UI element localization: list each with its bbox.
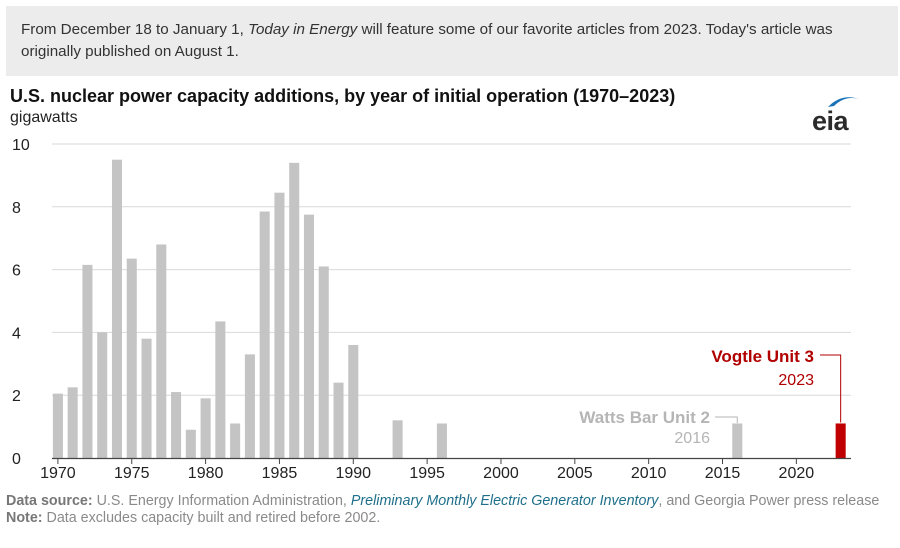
bar [82,264,93,458]
banner-italic-title: Today in Energy [248,21,358,38]
data-source-line: Data source: U.S. Energy Information Adm… [6,493,896,510]
bar [230,423,241,458]
data-source-link[interactable]: Preliminary Monthly Electric Generator I… [350,493,659,509]
y-tick-label: 10 [12,137,30,154]
bar [111,159,123,458]
bar-highlight [835,423,846,458]
annotation-watts-bar-label: Watts Bar Unit 2 [579,408,710,427]
y-tick-label: 6 [12,263,21,280]
bar [259,211,270,458]
x-tick-label: 2005 [557,465,593,482]
bar [97,332,108,458]
data-source-label: Data source: [6,493,93,509]
bar [200,398,211,458]
eia-logo[interactable]: eia [812,94,864,136]
y-tick-label: 2 [12,388,21,405]
x-tick-label: 1990 [335,465,371,482]
bar [141,338,152,458]
bar [52,393,63,458]
x-tick-label: 2020 [779,465,815,482]
bar [215,321,226,458]
eia-logo-text: eia [812,106,849,136]
banner-text-1: From December 18 to January 1, [21,21,249,38]
data-source-text-2: , and Georgia Power press release [658,493,880,509]
annotation-watts-bar-leader [715,416,738,423]
bar [303,214,315,458]
bar [156,244,167,458]
bar [392,420,403,458]
y-tick-label: 4 [12,325,21,342]
annotation-vogtle-label: Vogtle Unit 3 [711,347,814,366]
bar [244,354,255,458]
bar [436,423,447,458]
bar [171,392,182,458]
bar [333,382,344,458]
article-banner: From December 18 to January 1, Today in … [6,6,898,76]
x-tick-label: 1985 [262,465,298,482]
bar [732,423,743,458]
x-tick-label: 2015 [705,465,741,482]
chart-title: U.S. nuclear power capacity additions, b… [10,86,676,106]
bar [274,192,285,459]
x-tick-label: 1995 [409,465,445,482]
annotation-vogtle-year: 2023 [778,372,814,389]
chart-footer: Data source: U.S. Energy Information Adm… [6,493,896,527]
note-line: Note: Data excludes capacity built and r… [6,510,896,527]
note-label: Note: [6,510,43,526]
annotation-watts-bar-year: 2016 [674,430,710,447]
bar [289,162,300,458]
x-tick-label: 1970 [40,465,76,482]
x-tick-label: 1975 [114,465,150,482]
banner-text-2: will feature some of our favorite articl… [21,21,833,60]
bar [67,387,78,458]
eia-logo-swoosh-icon [828,97,862,107]
x-tick-label: 2010 [631,465,667,482]
x-tick-label: 1980 [188,465,224,482]
note-text: Data excludes capacity built and retired… [42,510,381,526]
annotation-vogtle-leader [820,354,842,423]
bar [348,344,359,458]
y-tick-label: 8 [12,200,21,217]
bar [185,429,196,458]
chart-unit-label: gigawatts [10,109,78,126]
x-tick-label: 2000 [483,465,519,482]
y-tick-label: 0 [12,451,21,468]
data-source-text-1: U.S. Energy Information Administration, [92,493,351,509]
bar [126,258,137,458]
bar [318,266,329,458]
